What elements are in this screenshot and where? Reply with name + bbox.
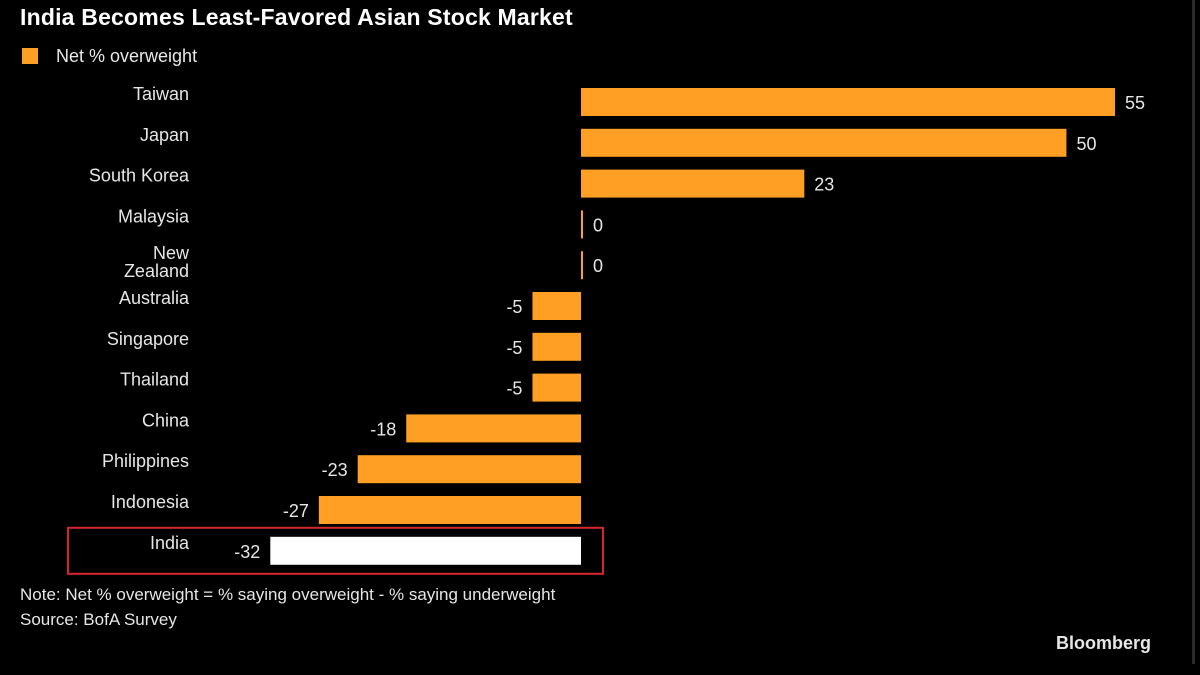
bar-japan <box>581 128 1067 157</box>
value-label-philippines: -23 <box>322 460 348 480</box>
category-label-singapore: Singapore <box>107 329 189 349</box>
value-label-south-korea: 23 <box>814 175 834 195</box>
bar-australia <box>532 292 581 320</box>
category-label-philippines: Philippines <box>102 451 189 471</box>
category-label-thailand: Thailand <box>120 370 189 390</box>
bar-new-zealand <box>581 251 583 280</box>
category-label-australia: Australia <box>119 288 190 308</box>
value-label-australia: -5 <box>506 297 522 317</box>
category-label-new-zealand: New Zealand <box>124 243 190 281</box>
chart-source: Source: BofA Survey <box>20 610 177 629</box>
chart-title: India Becomes Least-Favored Asian Stock … <box>20 4 573 30</box>
category-label-indonesia: Indonesia <box>111 492 190 512</box>
chart-frame: India Becomes Least-Favored Asian Stock … <box>6 0 1195 664</box>
category-label-south-korea: South Korea <box>89 166 190 186</box>
bar-taiwan <box>581 88 1115 116</box>
legend-label: Net % overweight <box>56 45 198 66</box>
category-label-japan: Japan <box>140 125 189 145</box>
value-label-new-zealand: 0 <box>593 256 603 276</box>
bar-chart: Taiwan 55 Japan 50 South Korea 23 Malaysia 0 New… <box>67 84 1145 575</box>
value-label-japan: 50 <box>1076 134 1096 154</box>
value-label-taiwan: 55 <box>1125 93 1145 113</box>
bar-singapore <box>532 332 581 361</box>
value-label-china: -18 <box>370 419 396 439</box>
highlight-box <box>67 526 604 575</box>
value-label-indonesia: -27 <box>283 501 309 521</box>
value-label-singapore: -5 <box>506 338 522 358</box>
bar-philippines <box>357 455 581 484</box>
category-label-india: India <box>150 533 190 553</box>
value-label-india: -32 <box>234 542 260 562</box>
value-label-malaysia: 0 <box>593 215 603 235</box>
bar-china <box>406 414 581 443</box>
legend-swatch <box>22 48 38 64</box>
category-label-taiwan: Taiwan <box>133 84 189 104</box>
bloomberg-logo: Bloomberg <box>1056 633 1152 653</box>
category-label-malaysia: Malaysia <box>118 206 190 226</box>
bar-south-korea <box>581 169 805 198</box>
bar-indonesia <box>318 496 581 524</box>
value-label-thailand: -5 <box>506 379 522 399</box>
chart-note: Note: Net % overweight = % saying overwe… <box>20 585 556 604</box>
bar-thailand <box>532 373 581 402</box>
legend: Net % overweight <box>22 44 197 68</box>
bar-india <box>270 536 581 565</box>
category-label-china: China <box>142 410 190 430</box>
bar-malaysia <box>581 210 583 239</box>
